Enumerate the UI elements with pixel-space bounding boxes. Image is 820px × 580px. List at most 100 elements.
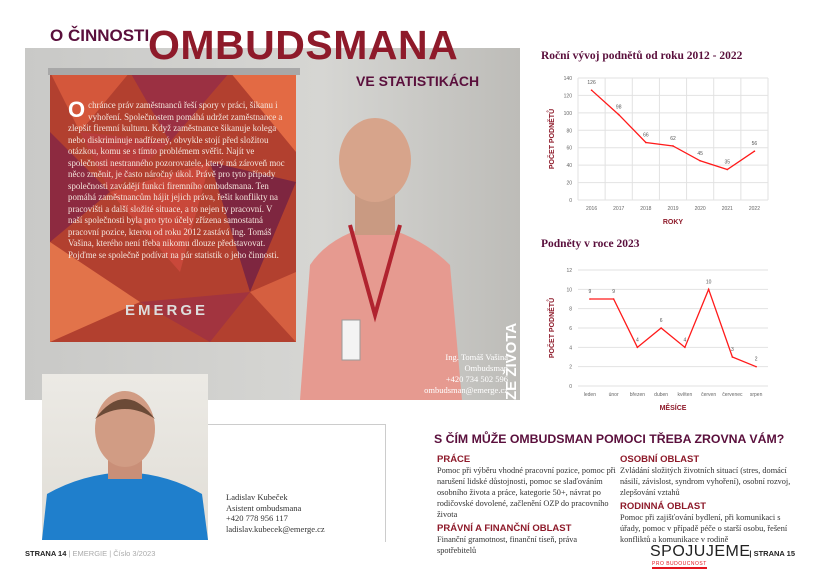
- data-point: [589, 298, 591, 300]
- data-label: 3: [731, 347, 734, 353]
- data-point: [726, 168, 729, 171]
- data-point: [753, 150, 756, 152]
- data-point: [699, 159, 701, 162]
- footer-left: STRANA 14 | EMERGIE | Číslo 3/2023: [25, 549, 156, 558]
- help-heading-work: PRÁCE: [437, 454, 471, 465]
- x-tick-label: 2022: [749, 206, 760, 212]
- help-title: S ČÍM MŮŽE OMBUDSMAN POMOCI TŘEBA ZROVNA…: [434, 432, 785, 446]
- drop-cap: O: [68, 97, 86, 122]
- data-point: [755, 365, 757, 368]
- page-number-right-text: STRANA 15: [753, 549, 795, 558]
- data-point: [636, 346, 639, 349]
- y-tick-label: 10: [566, 287, 572, 293]
- data-label: 6: [660, 318, 663, 324]
- x-tick-label: červen: [701, 392, 716, 398]
- data-point: [645, 141, 647, 144]
- x-tick-label: 2018: [640, 206, 651, 212]
- banner-rail: [48, 68, 300, 75]
- data-point: [660, 327, 662, 329]
- y-tick-label: 60: [566, 146, 572, 152]
- data-point: [684, 346, 686, 349]
- rollup-banner: [50, 72, 296, 342]
- help-heading-legal: PRÁVNÍ A FINANČNÍ OBLAST: [437, 523, 572, 534]
- x-tick-label: srpen: [750, 392, 763, 398]
- data-point: [731, 356, 734, 358]
- intro-text: chránce práv zaměstnanců řeší spory v pr…: [68, 100, 285, 260]
- y-axis-label: POČET PODNĚTŮ: [546, 109, 556, 169]
- data-label: 98: [616, 105, 622, 111]
- y-tick-label: 0: [569, 198, 572, 204]
- data-label: 62: [670, 136, 676, 142]
- data-label: 4: [636, 337, 639, 343]
- x-tick-label: 2016: [586, 206, 597, 212]
- chart2-title: Podněty v roce 2023: [541, 238, 640, 250]
- series-line: [589, 287, 757, 368]
- x-tick-label: 2021: [722, 206, 733, 212]
- chart1-yearly: 0 20 40 60 80 100 120 140 2016 2017 2018 2019 2020 20…: [546, 76, 769, 226]
- spojujeme-logo: SPOJUJEME PRO BUDOUCNOST: [650, 543, 751, 569]
- x-tick-label: květen: [678, 392, 693, 398]
- y-tick-label: 6: [569, 326, 572, 332]
- section-label: ZE ŽIVOTA EMERGE: [503, 323, 537, 400]
- help-heading-personal: OSOBNÍ OBLAST: [620, 454, 700, 465]
- y-tick-label: 4: [569, 345, 572, 351]
- help-text-family: Pomoc při zajišťování bydlení, při komun…: [620, 513, 788, 544]
- x-tick-label: leden: [584, 392, 596, 398]
- help-text-personal: Zvládání složitých životních situací (st…: [620, 466, 791, 497]
- data-point: [707, 288, 710, 291]
- x-axis-label: ROKY: [663, 219, 684, 226]
- data-point: [612, 298, 615, 300]
- y-tick-label: 100: [564, 111, 573, 117]
- help-column-right: OSOBNÍ OBLAST Zvládání složitých životní…: [620, 451, 795, 545]
- data-label: 9: [612, 289, 615, 295]
- contact-frame: [206, 424, 386, 542]
- ombudsman-email[interactable]: ombudsman@emerge.cz: [424, 385, 508, 395]
- polygon-pattern: [50, 72, 296, 342]
- help-heading-family: RODINNÁ OBLAST: [620, 501, 707, 512]
- assistant-phone: +420 778 956 117: [226, 513, 288, 523]
- help-text-work: Pomoc při výběru vhodné pracovní pozice,…: [437, 466, 616, 519]
- help-column-left: PRÁCE Pomoc při výběru vhodné pracovní p…: [437, 451, 617, 556]
- ombudsman-role: Ombudsman: [464, 363, 508, 373]
- x-tick-label: březen: [630, 392, 646, 398]
- title-suffix: VE STATISTIKÁCH: [356, 73, 480, 89]
- y-tick-label: 2: [569, 365, 572, 371]
- ombudsman-name: Ing. Tomáš Vašina: [445, 352, 508, 362]
- y-tick-label: 40: [566, 163, 572, 169]
- data-point: [617, 113, 620, 116]
- y-tick-label: 140: [564, 76, 573, 82]
- y-tick-label: 20: [566, 181, 572, 187]
- assistant-name: Ladislav Kubeček: [226, 492, 288, 502]
- y-tick-label: 120: [564, 93, 573, 99]
- help-text-legal: Finanční gramotnost, finanční tíseň, prá…: [437, 535, 578, 555]
- data-label: 10: [706, 279, 712, 285]
- logo-subtitle: PRO BUDOUCNOST: [652, 561, 707, 569]
- assistant-illustration: [42, 391, 208, 540]
- chart2-monthly: 0 2 4 6 8 10 12 leden únor březen duben květen červe…: [546, 268, 768, 412]
- data-label: 126: [587, 80, 596, 86]
- y-tick-label: 80: [566, 128, 572, 134]
- data-point: [672, 145, 674, 147]
- assistant-contact: Ladislav Kubeček Asistent ombudsmana +42…: [226, 492, 325, 534]
- x-tick-label: červenec: [722, 392, 743, 398]
- magazine-name: EMERGIE: [72, 549, 108, 558]
- issue-number: Číslo 3/2023: [113, 549, 156, 558]
- data-label: 35: [725, 160, 731, 166]
- page-number-right: | STRANA 15: [749, 549, 795, 558]
- data-label: 9: [588, 289, 591, 295]
- y-tick-label: 12: [566, 268, 572, 274]
- data-label: 45: [697, 151, 703, 157]
- y-axis-label: POČET PODNĚTŮ: [546, 298, 556, 358]
- x-tick-label: 2019: [667, 206, 678, 212]
- data-label: 2: [755, 357, 758, 363]
- ombudsman-phone: +420 734 502 596: [445, 374, 508, 384]
- page-title: OMBUDSMANA: [148, 22, 459, 68]
- emerge-logo: EMERGE: [125, 302, 209, 319]
- data-label: 4: [683, 337, 686, 343]
- data-point: [590, 89, 593, 91]
- assistant-email[interactable]: ladislav.kubecek@emerge.cz: [226, 523, 325, 534]
- x-tick-label: 2020: [695, 206, 706, 212]
- y-tick-label: 0: [569, 384, 572, 390]
- x-tick-label: duben: [654, 392, 668, 398]
